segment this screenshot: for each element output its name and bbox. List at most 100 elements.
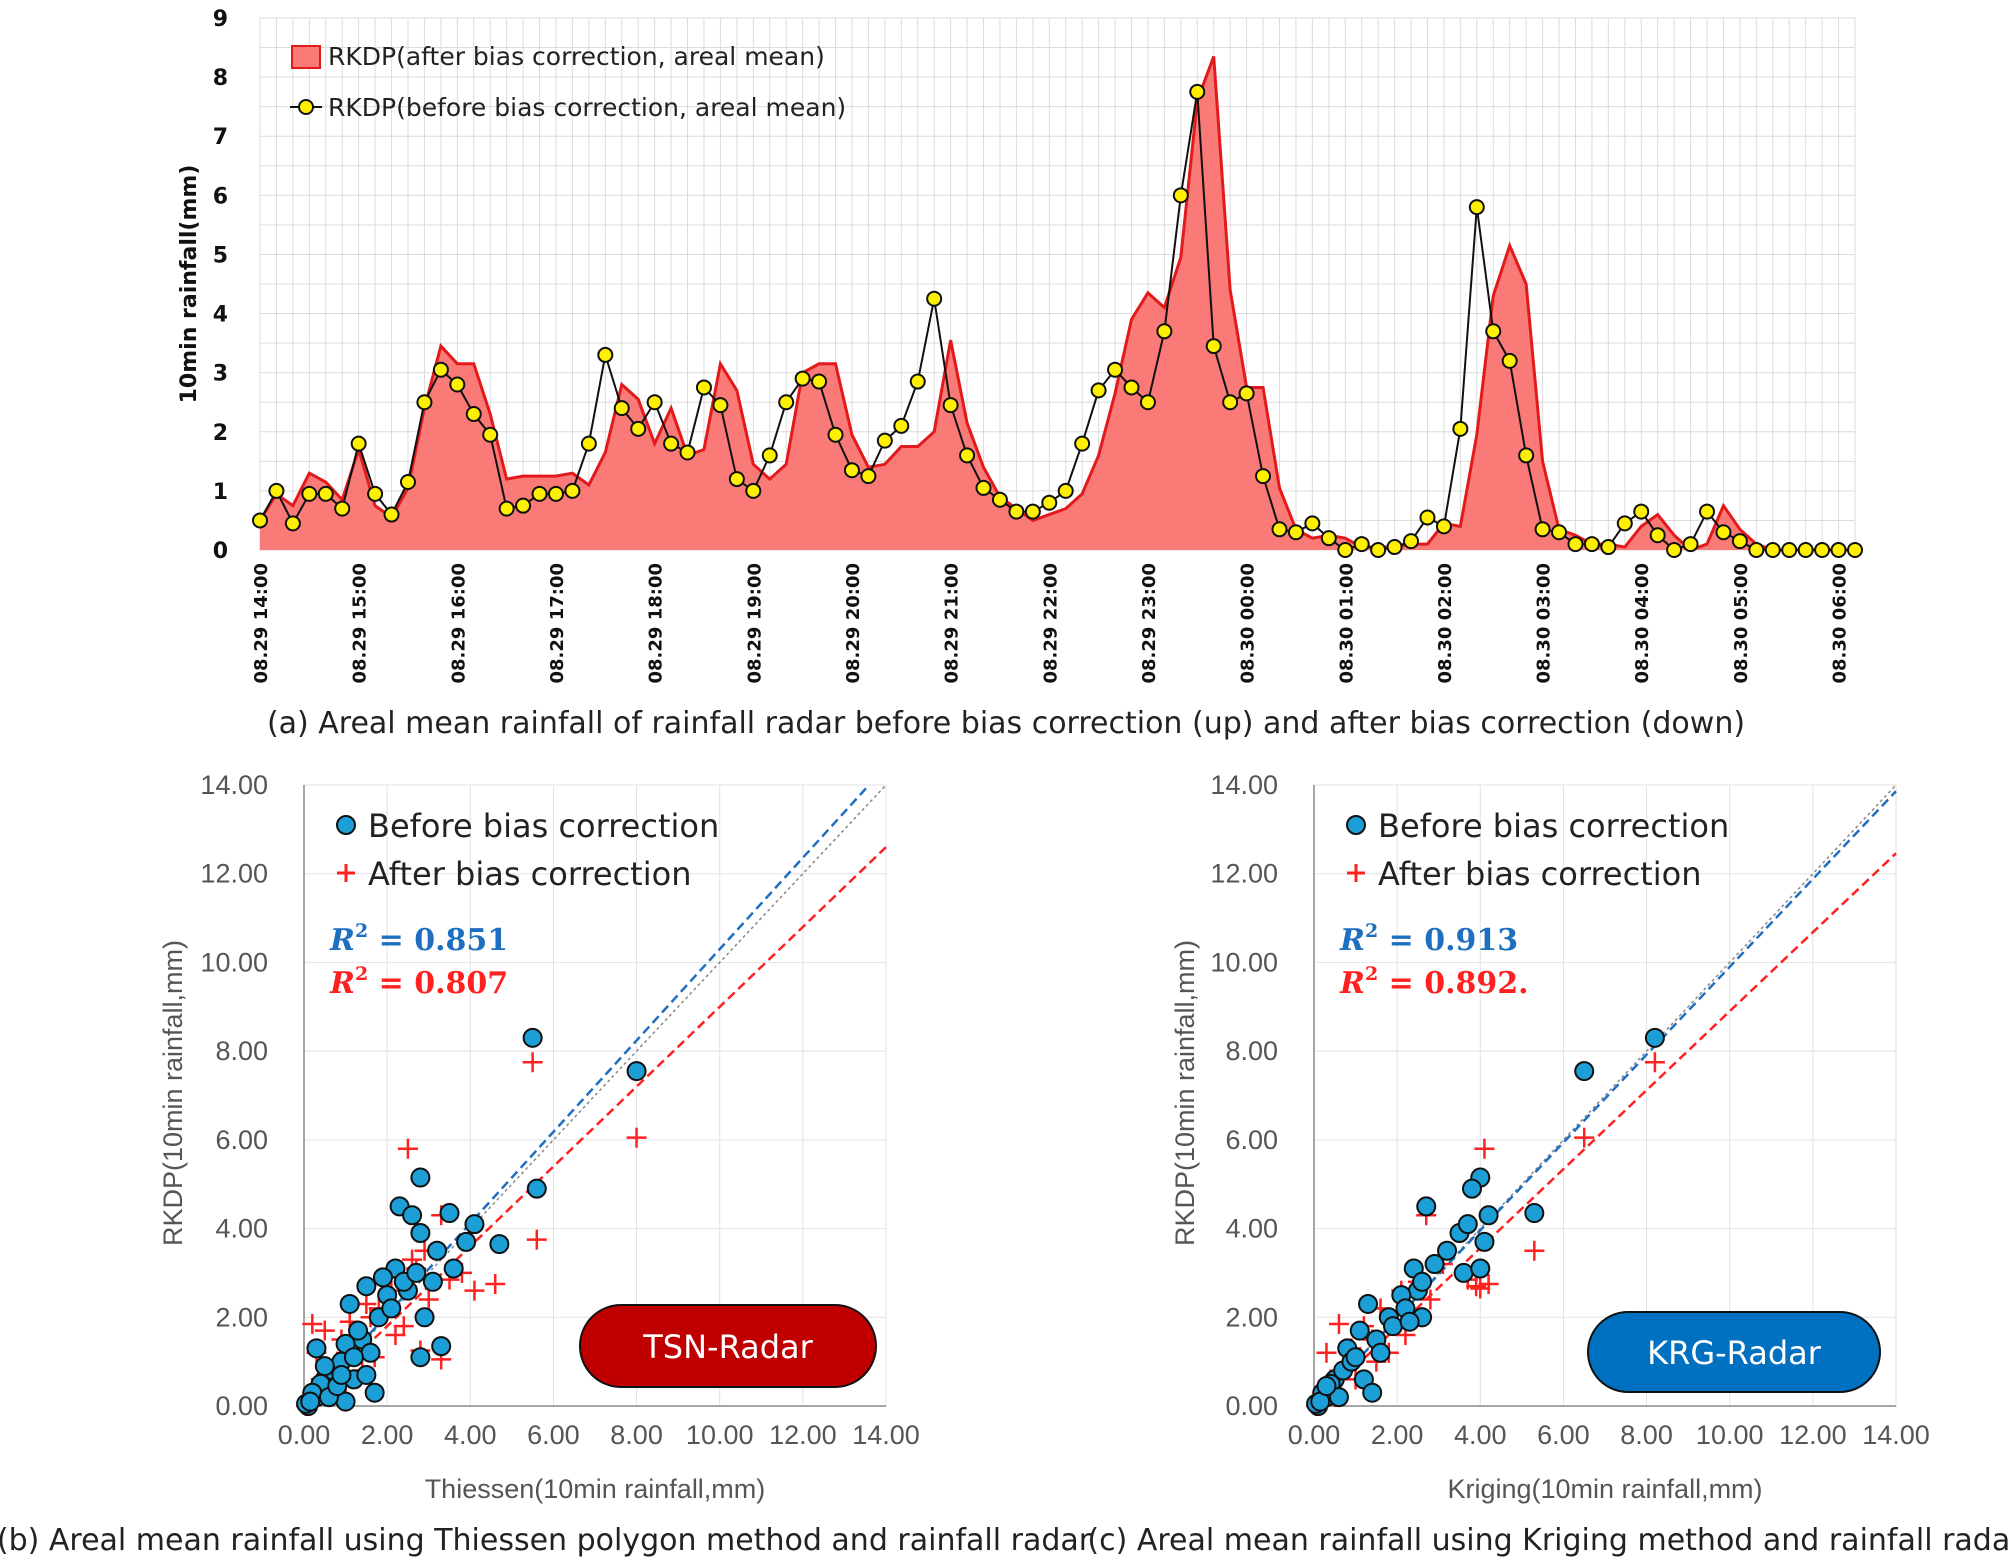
x-tick-label: 12.00	[1779, 1420, 1847, 1450]
before-point	[1345, 1347, 1366, 1368]
before-point	[406, 1262, 427, 1283]
legend-c-before-label: Before bias correction	[1378, 807, 1729, 845]
before-series-point	[1468, 199, 1485, 216]
panel-b-caption: (b) Areal mean rainfall using Thiessen p…	[0, 1523, 1092, 1558]
y-tick-label: 0.00	[1225, 1391, 1278, 1421]
before-series-point	[1205, 338, 1222, 355]
x-tick-label: 08.30 02:00	[1435, 563, 1456, 684]
trend-line-after	[303, 846, 887, 1407]
y-tick-label: 8.00	[1225, 1036, 1278, 1066]
y-tick-label: 14.00	[1210, 770, 1278, 800]
before-point	[356, 1364, 377, 1385]
before-series-point	[975, 479, 992, 496]
before-series-point	[761, 447, 778, 464]
before-series-point	[745, 482, 762, 499]
after-point	[1328, 1313, 1349, 1334]
after-point	[418, 1289, 439, 1310]
before-series-point	[1320, 530, 1337, 547]
before-point	[343, 1347, 364, 1368]
panel-b-r2-after: R2 = 0.807	[329, 963, 508, 1001]
before-series-point	[317, 485, 334, 502]
x-tick-label: 08.29 17:00	[547, 563, 568, 684]
x-tick-label: 08.29 21:00	[942, 563, 963, 684]
before-series-point	[1748, 542, 1765, 558]
before-point	[456, 1231, 477, 1252]
panel-a-caption: (a) Areal mean rainfall of rainfall rada…	[267, 706, 1745, 741]
before-point	[1478, 1205, 1499, 1226]
y-tick-label: 10.00	[1210, 947, 1278, 977]
x-tick-label: 08.29 23:00	[1139, 563, 1160, 684]
before-point	[526, 1178, 547, 1199]
before-series-point	[416, 394, 433, 411]
after-point	[385, 1325, 406, 1346]
before-series-point	[268, 482, 285, 499]
before-series-point	[597, 346, 614, 363]
before-series-point	[1057, 482, 1074, 499]
y-tick-label: 0.00	[215, 1391, 268, 1421]
before-point	[1524, 1203, 1545, 1224]
y-tick-label: 12.00	[1210, 859, 1278, 889]
before-series-point	[1123, 379, 1140, 396]
before-series-point	[399, 474, 416, 491]
before-point	[372, 1267, 393, 1288]
before-point	[410, 1347, 431, 1368]
x-tick-label: 08.29 19:00	[744, 563, 765, 684]
x-tick-label: 08.29 15:00	[350, 563, 371, 684]
panel-b-badge: TSN-Radar	[579, 1304, 877, 1388]
x-tick-label: 08.30 04:00	[1632, 563, 1653, 684]
before-series-point	[1172, 187, 1189, 204]
before-point	[1437, 1240, 1458, 1261]
panel-a-legend: RKDP(after bias correction, areal mean) …	[290, 42, 846, 122]
before-series-point	[498, 500, 515, 517]
x-tick-label: 08.29 22:00	[1040, 563, 1061, 684]
before-series-point	[301, 485, 318, 502]
legend-b-before-label: Before bias correction	[368, 807, 719, 845]
before-series-point	[1501, 352, 1518, 369]
x-tick-label: 2.00	[361, 1420, 414, 1450]
before-series-point	[1797, 542, 1814, 558]
before-series-point	[1616, 515, 1633, 532]
before-point	[1474, 1231, 1495, 1252]
panel-b-grid	[303, 784, 887, 1407]
before-series-point	[1287, 524, 1304, 541]
before-series-point	[991, 491, 1008, 508]
panel-c-ticks: 0.00 0.00 2.00 2.00 4.00 4.00 6.00 6.00 8.00 8.00…	[1210, 770, 1929, 1450]
x-tick-label: 08.29 16:00	[448, 563, 469, 684]
before-series-point	[959, 447, 976, 464]
before-point	[1370, 1342, 1391, 1363]
panel-a-before-series	[252, 83, 1863, 558]
before-point	[331, 1364, 352, 1385]
before-series-point	[613, 400, 630, 417]
after-point	[1470, 1278, 1491, 1299]
before-point	[1453, 1262, 1474, 1283]
panel-b-r2-before: R2 = 0.851	[329, 920, 508, 958]
before-series-point	[1255, 468, 1272, 485]
before-series-point	[1139, 394, 1156, 411]
panel-b-trend-lines	[303, 784, 887, 1407]
y-tick-label: 14.00	[200, 770, 268, 800]
before-series-point	[663, 435, 680, 452]
before-series-point	[1781, 542, 1798, 558]
before-point	[439, 1203, 460, 1224]
y-tick-label: 9	[213, 7, 228, 32]
x-tick-label: 08.29 20:00	[843, 563, 864, 684]
before-point	[381, 1298, 402, 1319]
before-series-point	[1534, 521, 1551, 538]
after-series-area	[260, 56, 1855, 551]
before-series-point	[564, 482, 581, 499]
legend-before-label: RKDP(before bias correction, areal mean)	[328, 93, 846, 122]
before-series-point	[252, 512, 268, 529]
panel-a-x-ticks: 08.29 14:00 08.29 15:00 08.29 16:00 08.29 1…	[251, 563, 1851, 684]
before-series-point	[1814, 542, 1831, 558]
x-tick-label: 0.00	[1288, 1420, 1341, 1450]
y-tick-label: 5	[213, 243, 228, 268]
before-point	[427, 1240, 448, 1261]
before-series-point	[942, 397, 959, 414]
after-point	[626, 1127, 647, 1148]
before-series-point	[350, 435, 367, 452]
before-point	[522, 1027, 543, 1048]
x-tick-label: 10.00	[1696, 1420, 1764, 1450]
legend-c-after-label: After bias correction	[1378, 855, 1701, 893]
y-tick-label: 6	[213, 184, 228, 209]
panel-c-r2-after: R2 = 0.892.	[1339, 963, 1529, 1001]
